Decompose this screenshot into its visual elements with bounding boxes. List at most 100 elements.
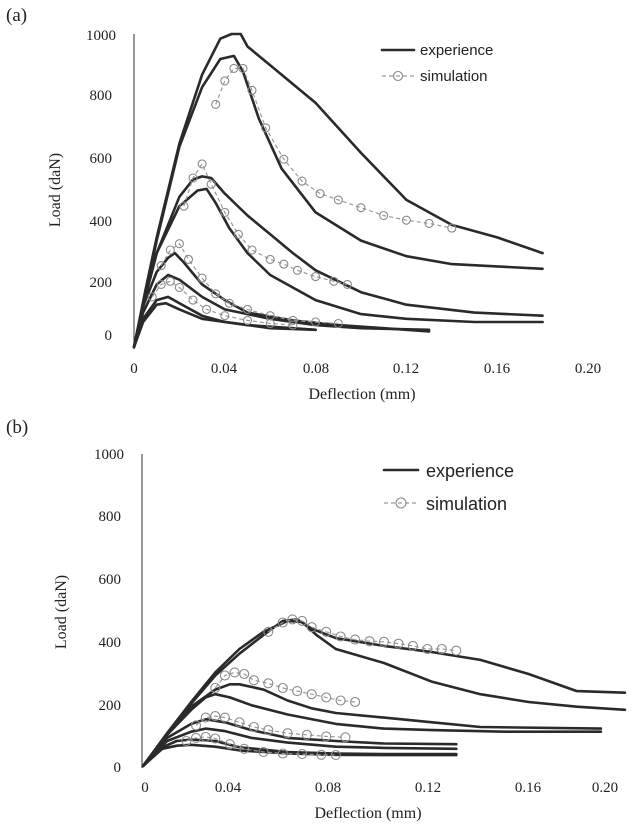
panel-b-legend-experience-label: experience [426,461,514,481]
panel-a-simulation-point-1-3 [229,63,239,73]
panel-b-simulation-point-1-15 [451,645,462,656]
panel-a-x-tick-0.08: 0.08 [303,361,329,377]
panel-b-y-tick-800: 800 [99,509,122,525]
panel-a-x-ticks: 0 0.04 0.08 0.12 0.16 0.20 [130,361,601,377]
panel-a-simulation-point-2-3 [197,159,207,169]
panel-a-simulation-point-4-5 [188,295,198,305]
panel-a-y-tick-600: 600 [90,151,113,167]
panel-b-simulation-point-3-8 [282,728,293,739]
panel-a-simulation-point-1-15 [447,223,457,233]
panel-a-simulation-point-2-13 [342,279,352,289]
panel-b-simulation-curve-3 [195,715,346,738]
panel-a-legend-simulation-marker [392,70,404,82]
panel-b-x-tick-0.12: 0.12 [415,780,441,796]
panel-b-simulation-point-4-5 [224,739,235,750]
panel-b-simulation-series-4 [181,731,341,761]
panel-b: (b) 0 200 400 600 800 1000 0 0.04 0.08 0… [6,417,627,822]
panel-b-simulation-point-3-3 [210,711,221,722]
panel-b-simulation-point-2-11 [335,695,346,706]
panel-b-simulation-point-4-8 [277,748,288,759]
panel-b-x-tick-0.04: 0.04 [215,780,242,796]
panel-b-experience-curve-6 [141,727,458,768]
panel-b-experience-curve-4 [141,692,603,768]
panel-a-simulation-point-4-6 [202,304,212,314]
panel-a-simulation-point-3-3 [174,239,184,249]
panel-b-simulation-point-1-2 [277,617,288,628]
panel-a-experience-curve-6 [132,273,431,349]
panel-b-experience-curve-2 [141,619,627,768]
panel-a-simulation-point-3-11 [311,317,321,327]
panel-a-experience-curve-5 [132,251,431,349]
panel-b-x-tick-0.20: 0.20 [592,780,618,796]
panel-a-simulation-point-1-1 [211,99,221,109]
panel-a-simulation-point-4-10 [288,320,298,330]
panel-b-simulation-point-4-10 [316,749,327,760]
panel-a-simulation-point-3-1 [156,261,166,271]
panel-a-simulation-point-4-7 [220,311,230,321]
panel-a-simulation-series-1 [211,63,457,233]
panel-b-simulation-point-1-7 [335,631,346,642]
panel-a-simulation-series-2 [179,159,352,289]
panel-b-simulation-point-3-2 [200,712,211,723]
panel-a-simulation-point-2-10 [292,265,302,275]
panel-b-simulation-point-4-9 [297,749,308,760]
panel-a-y-tick-200: 200 [90,275,113,291]
panel-b-simulation-point-1-6 [321,626,332,637]
panel-b-simulation-point-2-12 [350,696,361,708]
panel-a-simulation-point-1-12 [379,210,389,221]
panel-b-x-ticks: 0 0.04 0.08 0.12 0.16 0.20 [141,780,618,796]
panel-b-simulation-point-3-1 [190,720,202,731]
panel-a-simulation-point-2-2 [188,173,198,183]
panel-b-x-tick-0.16: 0.16 [515,780,542,796]
panel-b-y-tick-200: 200 [99,698,122,714]
panel-a-simulation-curve-1 [215,67,452,229]
panel-b-label: (b) [6,417,28,438]
panel-a-simulation-point-2-1 [179,201,189,211]
panel-b-simulation-point-1-14 [436,643,447,655]
panel-a-simulation-point-1-13 [401,215,411,225]
panel-b-simulation-point-1-8 [350,634,361,645]
panel-b-simulation-point-2-5 [248,675,259,686]
panel-a-simulation-point-1-11 [356,203,366,213]
panel-a-simulation-point-1-7 [279,154,289,164]
panel-a-simulation-point-1-5 [247,85,257,95]
panel-b-simulation-point-4-4 [210,733,221,744]
panel-b-simulation-point-1-12 [407,640,418,651]
panel-b-y-ticks: 0 200 400 600 800 1000 [94,447,124,776]
panel-a-simulation-point-1-4 [238,63,248,73]
panel-b-y-tick-1000: 1000 [94,447,124,463]
panel-a-simulation-point-2-6 [233,229,243,239]
panel-a-legend-simulation-label: simulation [420,68,488,85]
panel-b-y-tick-0: 0 [114,760,122,776]
panel-a-y-tick-0: 0 [105,328,113,344]
panel-a-legend: experience simulation [380,42,493,85]
panel-a-simulation-point-4-3 [165,276,175,286]
panel-b-simulation-point-4-7 [258,746,269,758]
panel-a-plot-area [132,32,544,349]
panel-b-simulation-point-2-6 [263,678,274,689]
panel-a-x-tick-0: 0 [130,361,138,377]
panel-a-simulation-point-2-5 [220,207,230,217]
panel-b-simulation-point-3-10 [321,731,332,742]
panel-b-simulation-point-3-5 [234,717,245,728]
panel-b-x-tick-0: 0 [141,780,149,796]
panel-b-simulation-point-4-2 [190,732,202,743]
panel-a-y-tick-800: 800 [90,88,113,104]
panel-b-simulation-point-2-3 [229,667,240,678]
panel-a-simulation-point-1-14 [424,218,434,228]
panel-a-simulation-point-3-2 [165,245,175,255]
panel-a-simulation-point-1-2 [220,76,230,86]
panel-b-simulation-point-3-9 [301,729,312,740]
panel-b-y-tick-600: 600 [99,572,122,588]
panel-b-simulation-point-3-7 [263,725,274,736]
panel-b-simulation-point-1-1 [263,626,274,637]
panel-a-experience-curve-2 [132,54,544,349]
panel-a-simulation-point-3-5 [197,273,207,283]
panel-b-plot-area [141,614,627,768]
panel-b-simulation-point-1-4 [297,615,308,626]
panel-b-legend-simulation-label: simulation [426,494,507,514]
panel-a-legend-experience-label: experience [420,42,493,59]
panel-b-simulation-point-1-10 [378,636,390,647]
panel-a-simulation-point-2-9 [279,259,289,269]
